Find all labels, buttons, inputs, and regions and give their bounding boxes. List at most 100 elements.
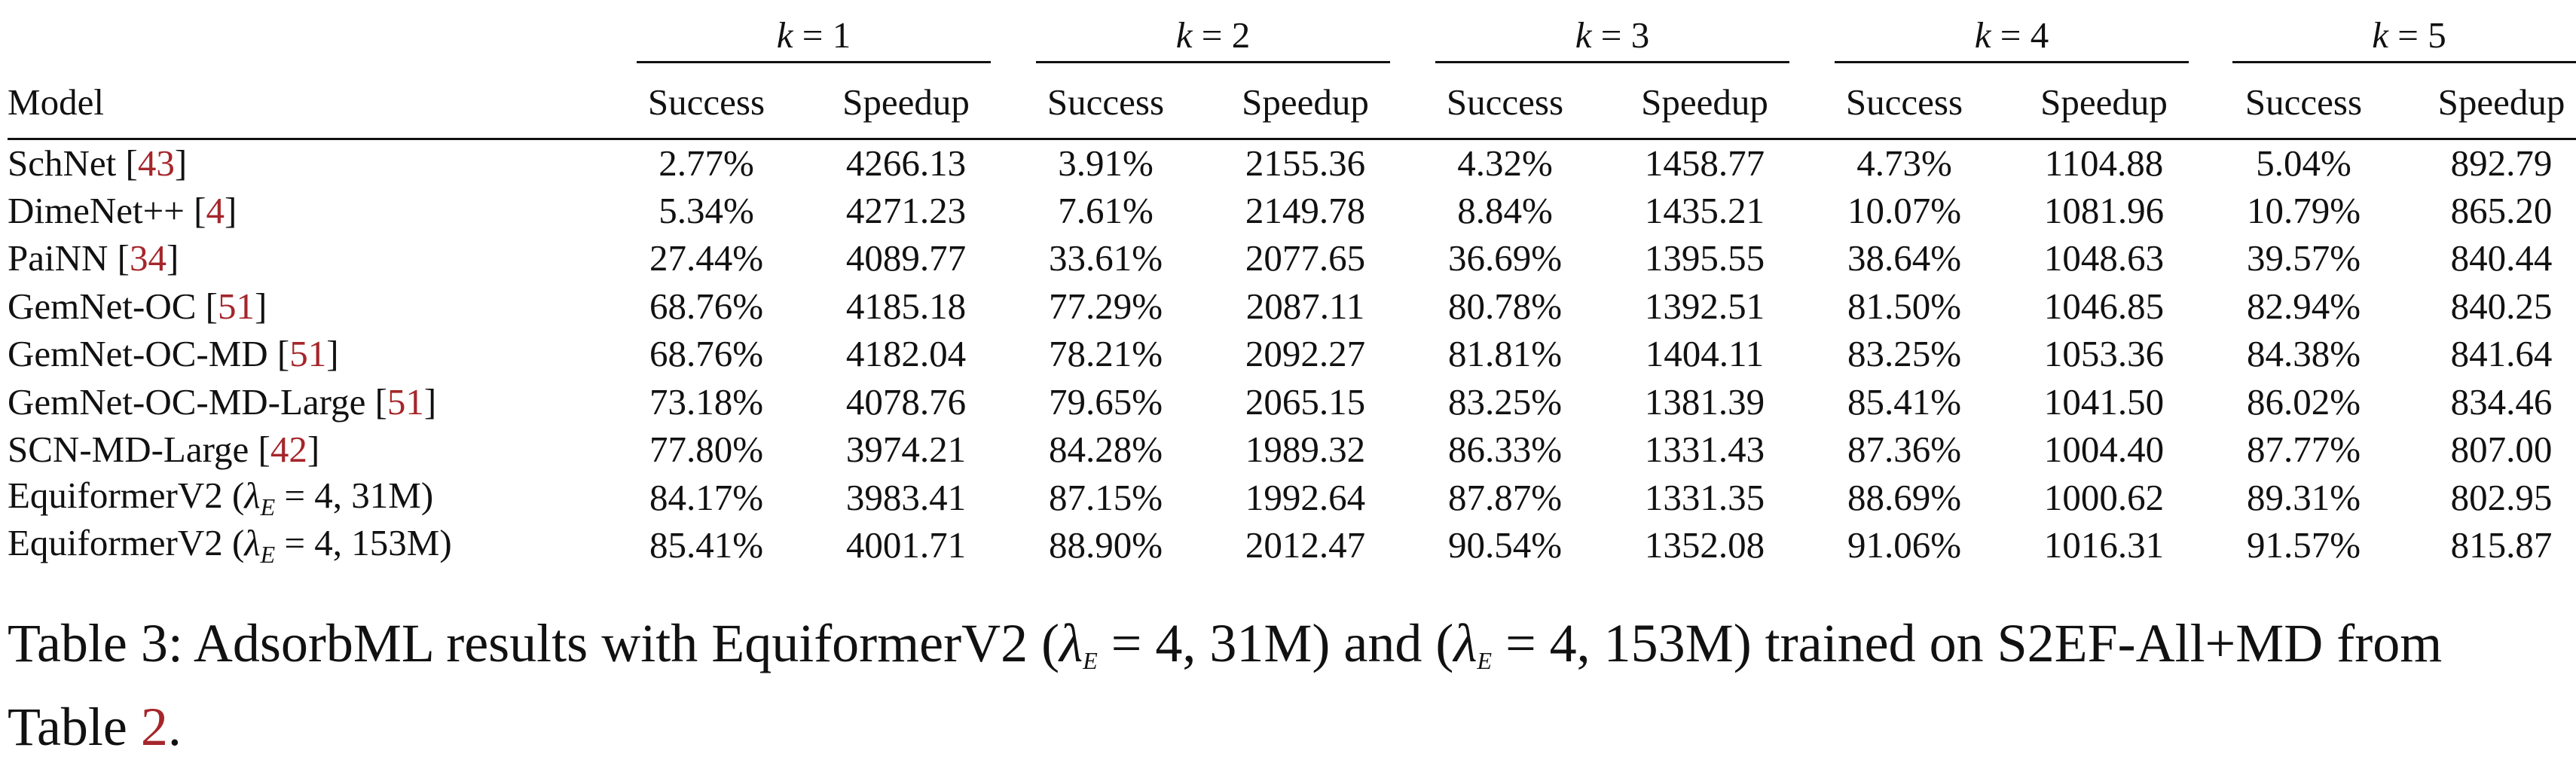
speedup-cell: 802.95 [2450,476,2553,518]
model-name-cell: SCN-MD-Large [42] [8,429,320,471]
success-cell: 82.94% [2246,285,2361,327]
table-row: EquiformerV2 (λE = 4, 153M) 85.41% 4001.71… [8,521,2576,569]
success-cell: 39.57% [2246,237,2361,279]
speedup-cell: 1016.31 [2043,524,2165,566]
success-cell: 78.21% [1048,333,1163,375]
speedup-cell: 1048.63 [2043,237,2165,279]
k-group-header: k = 3 [1413,14,1812,66]
caption-text: Table 3: AdsorbML results with Equiforme… [8,613,1060,673]
speedup-cell: 4089.77 [845,237,967,279]
success-header: Success [614,66,799,140]
lambda-subscript: E [1477,647,1493,674]
model-name: PaiNN [8,237,108,279]
success-cell: 86.02% [2246,380,2361,423]
table-caption: Table 3: AdsorbML results with Equiforme… [8,610,2565,760]
speedup-cell: 1435.21 [1644,189,1765,231]
model-name: GemNet-OC-MD-Large [8,380,366,423]
speedup-cell: 1331.43 [1644,429,1765,471]
table-row: GemNet-OC-MD-Large [51] 73.18% 4078.76 79.6… [8,378,2576,426]
speedup-header: Speedup [799,66,1013,140]
model-name: GemNet-OC-MD [8,333,268,375]
success-header: Success [1413,66,1597,140]
success-cell: 79.65% [1048,380,1163,423]
model-name-cell: GemNet-OC-MD [51] [8,333,339,375]
success-cell: 87.87% [1447,476,1563,518]
speedup-cell: 865.20 [2450,189,2553,231]
empty-corner [8,14,614,66]
model-name-cell: GemNet-OC [51] [8,285,267,327]
success-cell: 90.54% [1447,524,1563,566]
lambda-subscript: E [260,493,276,520]
success-cell: 33.61% [1048,237,1163,279]
speedup-cell: 4271.23 [845,189,967,231]
success-cell: 38.64% [1847,237,1962,279]
speedup-cell: 2155.36 [1245,142,1366,184]
success-cell: 81.81% [1447,333,1563,375]
lambda-symbol: λ [244,522,261,564]
speedup-cell: 1081.96 [2043,189,2165,231]
success-cell: 83.25% [1847,333,1962,375]
success-cell: 91.06% [1847,524,1962,566]
success-cell: 85.41% [649,524,764,566]
table-reference-link[interactable]: 2 [140,697,168,757]
lambda-symbol: λ [1453,613,1477,673]
speedup-cell: 4001.71 [845,524,967,566]
speedup-cell: 841.64 [2450,333,2553,375]
success-cell: 88.90% [1048,524,1163,566]
success-cell: 7.61% [1058,189,1154,231]
caption-text: = 4, 153M) trained on S2EF-All+MD from T… [8,613,2443,757]
speedup-cell: 1000.62 [2043,476,2165,518]
citation-link[interactable]: 51 [217,285,255,327]
table-row: GemNet-OC-MD [51] 68.76% 4182.04 78.21% 2092… [8,330,2576,378]
speedup-cell: 1104.88 [2044,142,2164,184]
citation-link[interactable]: 34 [129,237,167,279]
success-header: Success [1013,66,1198,140]
success-cell: 83.25% [1447,380,1563,423]
speedup-cell: 2012.47 [1245,524,1366,566]
speedup-cell: 1404.11 [1645,333,1765,375]
success-header: Success [1812,66,1997,140]
speedup-cell: 1046.85 [2043,285,2165,327]
model-name-cell: PaiNN [34] [8,237,179,279]
table-row: PaiNN [34] 27.44% 4089.77 33.61% 2077.65 36.6… [8,234,2576,282]
model-name-cell: SchNet [43] [8,142,188,184]
speedup-header: Speedup [1198,66,1413,140]
k-header-row: k = 1 k = 2 k = 3 k = 4 k = 5 [8,14,2576,66]
model-config: = 4, 31M) [284,474,434,516]
success-cell: 85.41% [1847,380,1962,423]
speedup-cell: 2092.27 [1245,333,1366,375]
k-group-header: k = 2 [1013,14,1413,66]
speedup-cell: 1458.77 [1644,142,1765,184]
success-cell: 88.69% [1847,476,1962,518]
table-row: DimeNet++ [4] 5.34% 4271.23 7.61% 2149.78 8.8… [8,187,2576,235]
speedup-cell: 1331.35 [1644,476,1765,518]
speedup-cell: 3983.41 [845,476,967,518]
citation-link[interactable]: 4 [206,189,225,231]
success-cell: 3.91% [1058,142,1154,184]
model-name-cell: DimeNet++ [4] [8,189,237,231]
k-group-header: k = 5 [2211,14,2576,66]
lambda-subscript: E [1083,647,1098,674]
success-cell: 10.79% [2246,189,2361,231]
speedup-cell: 2077.65 [1245,237,1366,279]
citation-link[interactable]: 51 [387,380,424,423]
caption-period: . [167,697,182,757]
table-row: GemNet-OC [51] 68.76% 4185.18 77.29% 2087.11… [8,282,2576,331]
speedup-header: Speedup [1597,66,1812,140]
speedup-cell: 2149.78 [1245,189,1366,231]
speedup-cell: 4182.04 [845,333,967,375]
speedup-cell: 834.46 [2450,380,2553,423]
speedup-cell: 807.00 [2450,429,2553,471]
model-name-cell: GemNet-OC-MD-Large [51] [8,380,437,423]
lambda-symbol: λ [244,474,261,516]
speedup-cell: 892.79 [2450,142,2553,184]
citation-link[interactable]: 43 [137,142,175,184]
success-cell: 5.34% [659,189,754,231]
model-name-cell: EquiformerV2 (λE = 4, 153M) [8,521,614,569]
success-cell: 4.32% [1457,142,1553,184]
citation-link[interactable]: 51 [289,333,327,375]
model-name: SCN-MD-Large [8,429,249,471]
speedup-cell: 4266.13 [845,142,967,184]
citation-link[interactable]: 42 [270,429,307,471]
model-name: EquiformerV2 ( [8,522,245,564]
